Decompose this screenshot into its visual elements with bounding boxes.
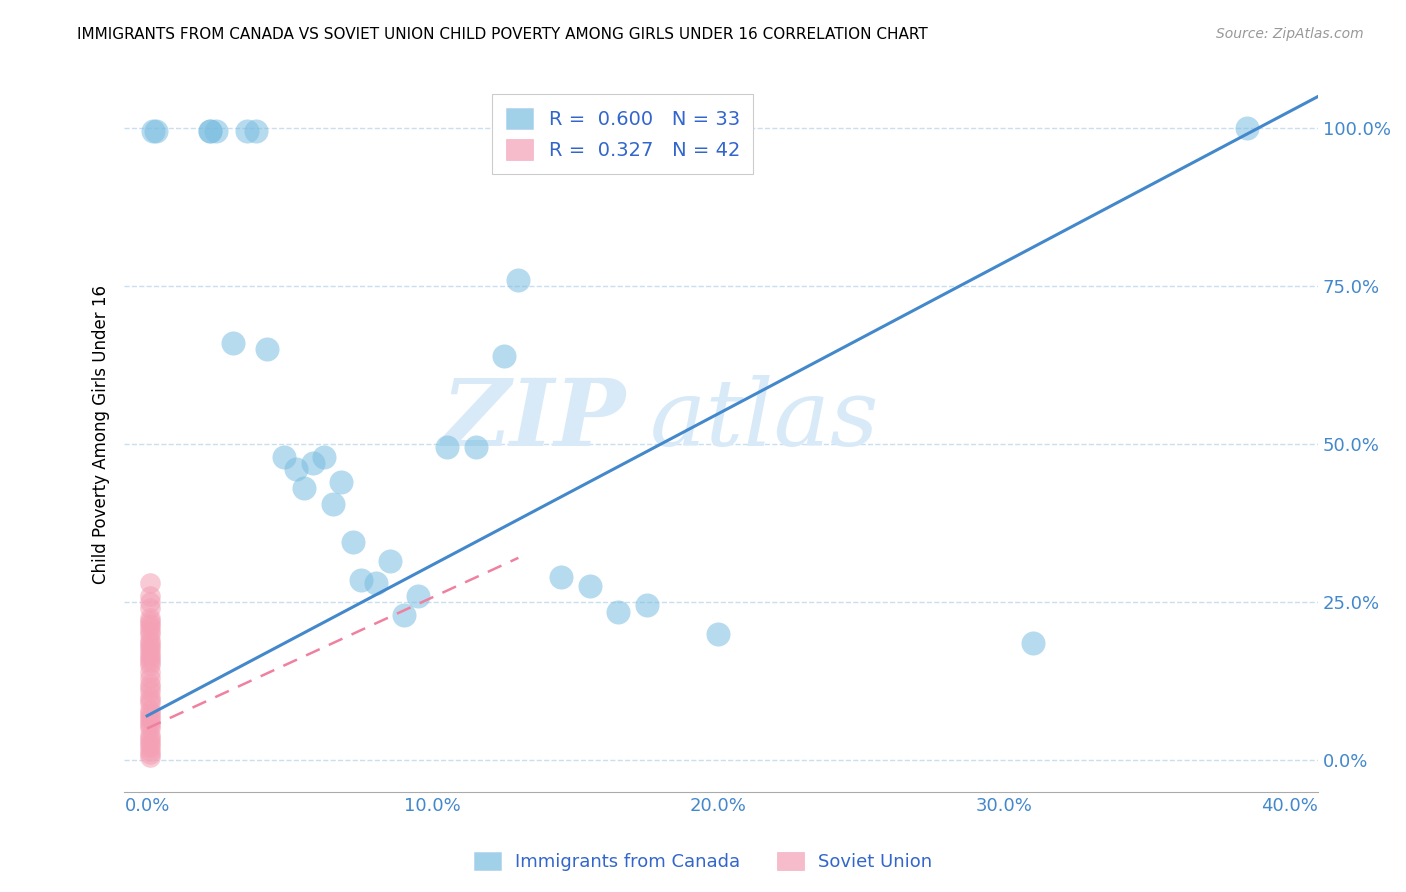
Point — [139, 728, 162, 742]
Point — [139, 595, 162, 609]
Legend: R =  0.600   N = 33, R =  0.327   N = 42: R = 0.600 N = 33, R = 0.327 N = 42 — [492, 95, 754, 174]
Point — [142, 124, 165, 138]
Point — [139, 734, 162, 748]
Point — [436, 440, 458, 454]
Point — [139, 690, 162, 704]
Point — [314, 450, 336, 464]
Point — [1236, 121, 1258, 136]
Point — [301, 456, 323, 470]
Point — [139, 693, 162, 707]
Point — [364, 576, 387, 591]
Text: Source: ZipAtlas.com: Source: ZipAtlas.com — [1216, 27, 1364, 41]
Point — [139, 655, 162, 669]
Point — [284, 462, 307, 476]
Point — [464, 440, 486, 454]
Point — [139, 715, 162, 730]
Point — [245, 124, 267, 138]
Point — [139, 731, 162, 745]
Text: ZIP: ZIP — [441, 376, 626, 466]
Point — [139, 640, 162, 654]
Point — [350, 573, 373, 587]
Point — [198, 124, 221, 138]
Point — [139, 737, 162, 751]
Point — [139, 665, 162, 679]
Point — [607, 605, 630, 619]
Point — [139, 620, 162, 634]
Legend: Immigrants from Canada, Soviet Union: Immigrants from Canada, Soviet Union — [467, 845, 939, 879]
Point — [139, 747, 162, 761]
Point — [139, 642, 162, 657]
Point — [292, 481, 315, 495]
Point — [139, 743, 162, 757]
Point — [707, 626, 730, 640]
Point — [139, 648, 162, 663]
Point — [236, 124, 259, 138]
Point — [578, 579, 600, 593]
Point — [139, 614, 162, 628]
Point — [139, 718, 162, 732]
Point — [139, 626, 162, 640]
Point — [139, 589, 162, 603]
Point — [330, 475, 353, 489]
Point — [378, 554, 401, 568]
Point — [139, 658, 162, 673]
Point — [139, 722, 162, 736]
Point — [550, 570, 572, 584]
Point — [408, 589, 430, 603]
Point — [139, 617, 162, 632]
Point — [145, 124, 167, 138]
Point — [139, 709, 162, 723]
Point — [139, 576, 162, 591]
Point — [139, 624, 162, 638]
Point — [139, 632, 162, 647]
Point — [139, 750, 162, 764]
Point — [139, 706, 162, 720]
Point — [392, 607, 415, 622]
Y-axis label: Child Poverty Among Girls Under 16: Child Poverty Among Girls Under 16 — [93, 285, 110, 584]
Text: IMMIGRANTS FROM CANADA VS SOVIET UNION CHILD POVERTY AMONG GIRLS UNDER 16 CORREL: IMMIGRANTS FROM CANADA VS SOVIET UNION C… — [77, 27, 928, 42]
Point — [139, 611, 162, 625]
Point — [198, 124, 221, 138]
Point — [636, 599, 658, 613]
Point — [139, 636, 162, 650]
Point — [273, 450, 295, 464]
Point — [342, 535, 364, 549]
Point — [139, 712, 162, 726]
Point — [494, 349, 516, 363]
Point — [139, 683, 162, 698]
Point — [139, 702, 162, 716]
Point — [256, 343, 278, 357]
Point — [139, 671, 162, 685]
Point — [322, 497, 344, 511]
Point — [1021, 636, 1043, 650]
Point — [139, 652, 162, 666]
Point — [204, 124, 226, 138]
Point — [139, 681, 162, 695]
Point — [139, 677, 162, 691]
Point — [508, 273, 530, 287]
Point — [222, 335, 245, 350]
Point — [139, 696, 162, 710]
Text: atlas: atlas — [650, 376, 879, 466]
Point — [139, 646, 162, 660]
Point — [139, 740, 162, 755]
Point — [139, 601, 162, 615]
